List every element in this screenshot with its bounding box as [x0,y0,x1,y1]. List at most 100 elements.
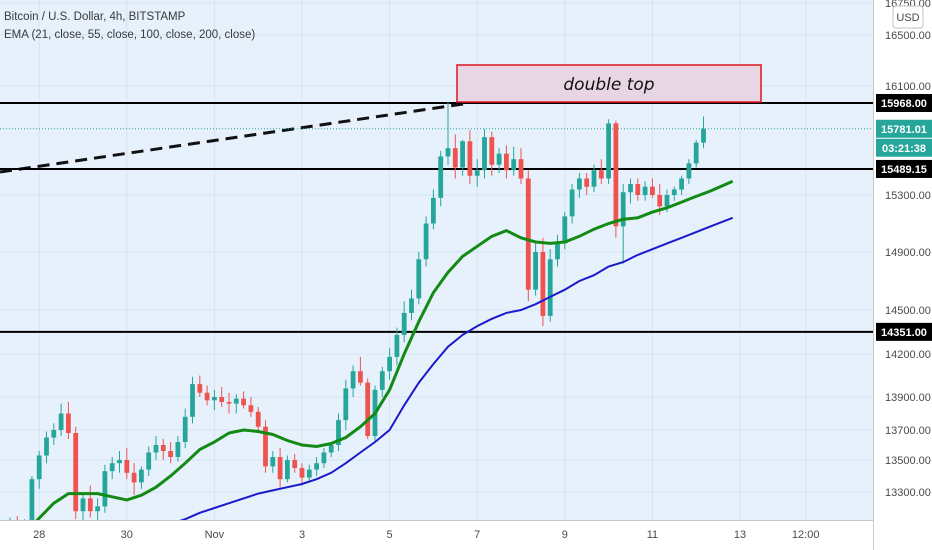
level-price-tag-label: 14351.00 [881,327,927,339]
time-tick-label: 3 [299,529,305,541]
candle-body [241,398,246,406]
candle-body [540,252,546,316]
candle-body [44,437,49,456]
candle-body [299,468,305,478]
candle-body [270,457,276,467]
time-tick-label: 12:00 [792,529,820,541]
candle-body [314,463,319,470]
candle-body [379,371,385,390]
time-tick-label: Nov [205,529,225,541]
candle-body [146,452,152,470]
level-price-tag [876,159,932,178]
price-tags: 15968.00 15489.15 14351.00 15781.01 03:21:38 [876,94,932,341]
candle-body [664,195,670,207]
ema-55-line [170,216,734,525]
double-top-label: double top [563,75,654,95]
candle-body [190,384,195,417]
price-tick-label: 14900.00 [885,247,931,259]
candle-body [474,170,480,176]
candle-body [248,405,254,412]
last-price-tag [876,119,932,138]
candle-body [365,382,371,436]
candle-body [445,148,451,157]
time-tick-label: 7 [474,529,480,541]
candle-body [168,451,173,457]
price-axis[interactable]: 16750.00 16500.00 16100.00 15300.00 14900.00… [873,0,932,550]
candle-body [124,460,130,473]
candle-body [343,388,349,421]
candle-body [153,445,159,453]
candle-body [219,397,225,402]
price-tick-label: 14500.00 [885,305,931,317]
price-tick-label: 13700.00 [885,425,931,437]
candle-body [109,463,115,472]
candle-body [650,186,655,195]
candle-body [197,384,203,393]
horizontal-levels [0,102,873,333]
candle-body [350,371,356,389]
time-tick-label: 30 [121,529,133,541]
candle-body [671,189,677,195]
candle-body [577,178,582,190]
level-price-tag [876,322,932,341]
double-top-box [456,64,762,103]
candle-body [117,460,122,464]
candle-body [80,498,86,512]
time-tick-label: 13 [734,529,746,541]
time-tick-label: 5 [387,529,393,541]
candle-body [394,334,400,357]
indicator-title: EMA (21, close, 55, close, 100, close, 2… [4,29,256,41]
level-price-tag-label: 15968.00 [881,98,927,110]
candle-body [701,128,706,143]
candle-body [613,123,619,227]
countdown-tag [876,138,932,157]
candle-body [182,416,188,442]
time-axis[interactable]: 28 30 Nov 3 5 7 9 11 13 12:00 [0,520,873,550]
candle-body [504,153,509,171]
candle-body [212,397,217,401]
candle-body [642,186,648,195]
candle-body [95,506,100,512]
candle-body [693,142,699,164]
candle-body [285,460,290,480]
candle-body [628,183,633,193]
candle-body [87,498,93,512]
candle-body [175,442,181,457]
price-tick-label: 16100.00 [885,81,931,93]
candle-body [423,223,429,260]
candle-body [584,178,590,187]
candle-body [482,137,487,171]
candle-body [401,312,407,335]
price-tick-label: 16500.00 [885,30,931,42]
price-tick-label: 15300.00 [885,190,931,202]
currency-badge [892,5,924,29]
symbol-title: Bitcoin / U.S. Dollar, 4h, BITSTAMP [4,11,186,23]
candle-body [635,183,641,195]
candle-body [233,398,239,404]
candle-body [321,452,327,464]
candle-body [452,148,458,168]
candle-body [160,445,166,451]
dashed-trendline [0,101,471,174]
candle-body [555,243,560,260]
candle-body [598,170,604,179]
candles-layer [7,101,706,537]
candle-body [620,192,626,227]
candle-body [547,259,553,316]
candle-body [226,401,232,404]
candle-body [139,469,144,483]
level-price-tag [876,94,932,112]
price-tick-label: 13500.00 [885,455,931,467]
candle-body [438,156,444,198]
last-price-tag-label: 15781.01 [881,124,927,136]
candle-body [606,123,611,179]
candle-body [533,252,538,290]
price-tick-label: 13900.00 [885,392,931,404]
level-price-tag-label: 15489.15 [881,164,927,176]
candle-body [358,371,363,383]
time-tick-label: 9 [562,529,568,541]
chart-legend: Bitcoin / U.S. Dollar, 4h, BITSTAMP EMA … [4,8,255,44]
ema-21-line [8,179,734,550]
candle-body [511,159,517,171]
